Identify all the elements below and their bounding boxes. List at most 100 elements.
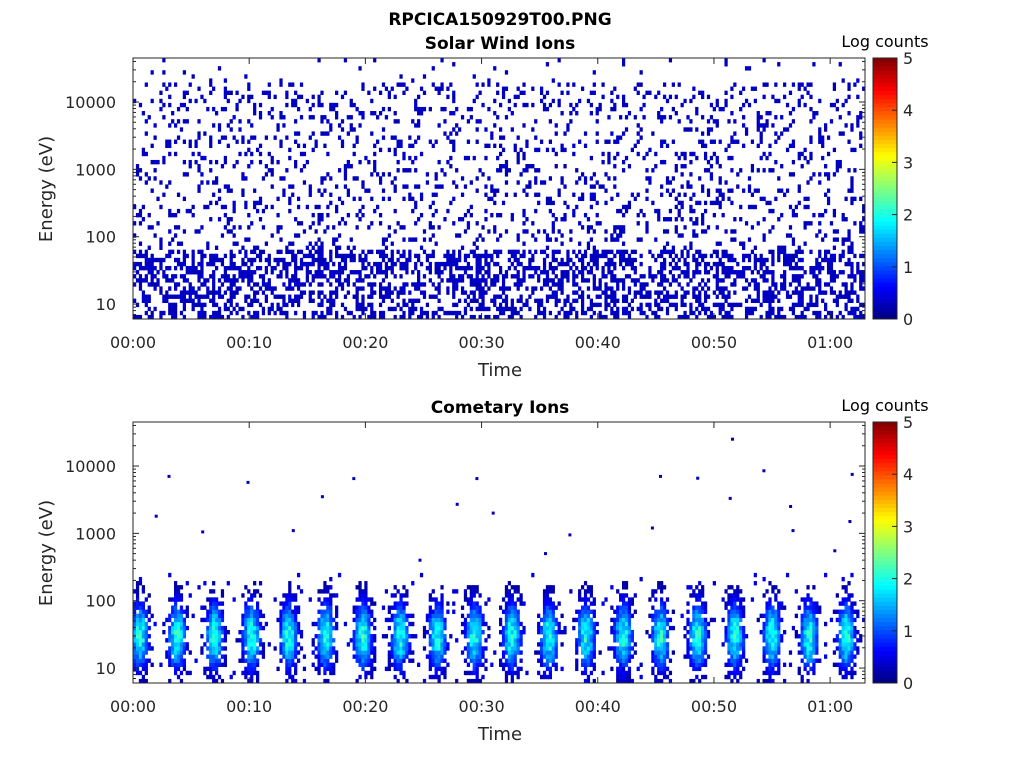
heatmap-cell: [718, 164, 722, 169]
heatmap-cell: [449, 155, 453, 161]
heatmap-cell: [452, 310, 456, 316]
heatmap-cell: [425, 310, 430, 316]
heatmap-cell: [258, 593, 263, 598]
heatmap-cell: [197, 270, 201, 275]
heatmap-cell: [250, 314, 254, 320]
heatmap-cell: [595, 302, 599, 308]
heatmap-cell: [349, 253, 353, 259]
colorbar-step: [873, 278, 897, 283]
heatmap-cell: [185, 90, 189, 96]
heatmap-cell: [560, 143, 564, 149]
heatmap-cell: [537, 147, 541, 153]
heatmap-cell: [373, 654, 377, 659]
heatmap-cell: [554, 302, 558, 308]
heatmap-cell: [733, 302, 737, 308]
heatmap-cell: [203, 670, 207, 676]
heatmap-cell: [765, 290, 769, 295]
heatmap-cell: [736, 184, 740, 189]
heatmap-cell: [493, 274, 497, 279]
heatmap-cell: [332, 617, 336, 623]
heatmap-cell: [182, 650, 187, 655]
heatmap-cell: [838, 253, 842, 259]
heatmap-cell: [460, 274, 465, 279]
heatmap-cell: [367, 261, 371, 267]
heatmap-cell: [340, 139, 345, 144]
heatmap-cell: [654, 290, 658, 295]
heatmap-cell: [294, 217, 298, 222]
heatmap-cell: [490, 135, 494, 140]
heatmap-cell: [171, 597, 175, 602]
heatmap-cell: [463, 621, 468, 627]
heatmap-cell: [346, 188, 350, 193]
heatmap-cell: [525, 302, 529, 308]
heatmap-cell: [320, 625, 324, 631]
heatmap-cell: [323, 670, 327, 676]
heatmap-cell: [422, 282, 427, 287]
heatmap-cell: [469, 298, 473, 303]
heatmap-cell: [531, 102, 535, 108]
heatmap-cell: [370, 265, 374, 271]
heatmap-cell: [578, 221, 582, 226]
heatmap-cell: [639, 310, 643, 316]
heatmap-cell: [244, 298, 248, 303]
heatmap-cell: [639, 306, 643, 312]
heatmap-cell: [285, 593, 289, 598]
heatmap-cell: [496, 278, 500, 283]
heatmap-cell: [783, 249, 787, 255]
heatmap-cell: [463, 298, 468, 303]
heatmap-cell: [554, 274, 558, 279]
heatmap-cell: [604, 274, 608, 279]
heatmap-cell: [182, 139, 187, 144]
heatmap-cell: [516, 233, 520, 238]
heatmap-cell: [575, 265, 579, 271]
heatmap-cell: [361, 294, 365, 299]
heatmap-cell: [607, 270, 611, 275]
heatmap-cell: [352, 642, 356, 647]
heatmap-cell: [481, 237, 485, 242]
heatmap-cell: [428, 204, 432, 210]
heatmap-cell: [141, 253, 146, 259]
heatmap-cell: [768, 249, 772, 255]
heatmap-cell: [572, 290, 576, 295]
heatmap-cell: [396, 678, 400, 684]
heatmap-cell: [364, 155, 368, 161]
heatmap-cell: [373, 646, 377, 651]
heatmap-cell: [821, 237, 825, 242]
heatmap-cell: [510, 212, 514, 218]
heatmap-cell: [419, 261, 424, 267]
heatmap-cell: [200, 302, 204, 308]
heatmap-cell: [402, 314, 406, 320]
heatmap-cell: [610, 257, 614, 263]
heatmap-cell: [806, 159, 810, 165]
heatmap-cell: [768, 168, 772, 173]
heatmap-cell: [750, 192, 755, 197]
heatmap-cell: [364, 265, 368, 271]
heatmap-cell: [212, 253, 216, 259]
heatmap-cell: [493, 66, 497, 71]
heatmap-cell: [364, 605, 368, 610]
heatmap-cell: [168, 625, 172, 631]
heatmap-cell: [680, 200, 684, 206]
heatmap-cell: [739, 241, 743, 246]
heatmap-cell: [821, 139, 825, 144]
heatmap-cell: [320, 589, 324, 594]
heatmap-cell: [463, 589, 468, 594]
heatmap-cell: [510, 217, 514, 222]
heatmap-cell: [706, 119, 711, 124]
heatmap-cell: [390, 605, 394, 610]
heatmap-cell: [288, 298, 292, 303]
heatmap-cell: [276, 249, 280, 255]
heatmap-cell: [841, 294, 845, 299]
heatmap-cell: [267, 111, 271, 116]
heatmap-cell: [282, 302, 286, 308]
heatmap-cell: [610, 310, 614, 316]
heatmap-cell: [203, 98, 207, 104]
heatmap-cell: [370, 638, 374, 643]
heatmap-cell: [285, 642, 289, 647]
heatmap-cell: [592, 286, 596, 291]
heatmap-cell: [580, 298, 585, 303]
heatmap-cell: [317, 646, 321, 651]
heatmap-cell: [241, 314, 245, 320]
heatmap-cell: [654, 151, 658, 157]
heatmap-cell: [595, 286, 599, 291]
